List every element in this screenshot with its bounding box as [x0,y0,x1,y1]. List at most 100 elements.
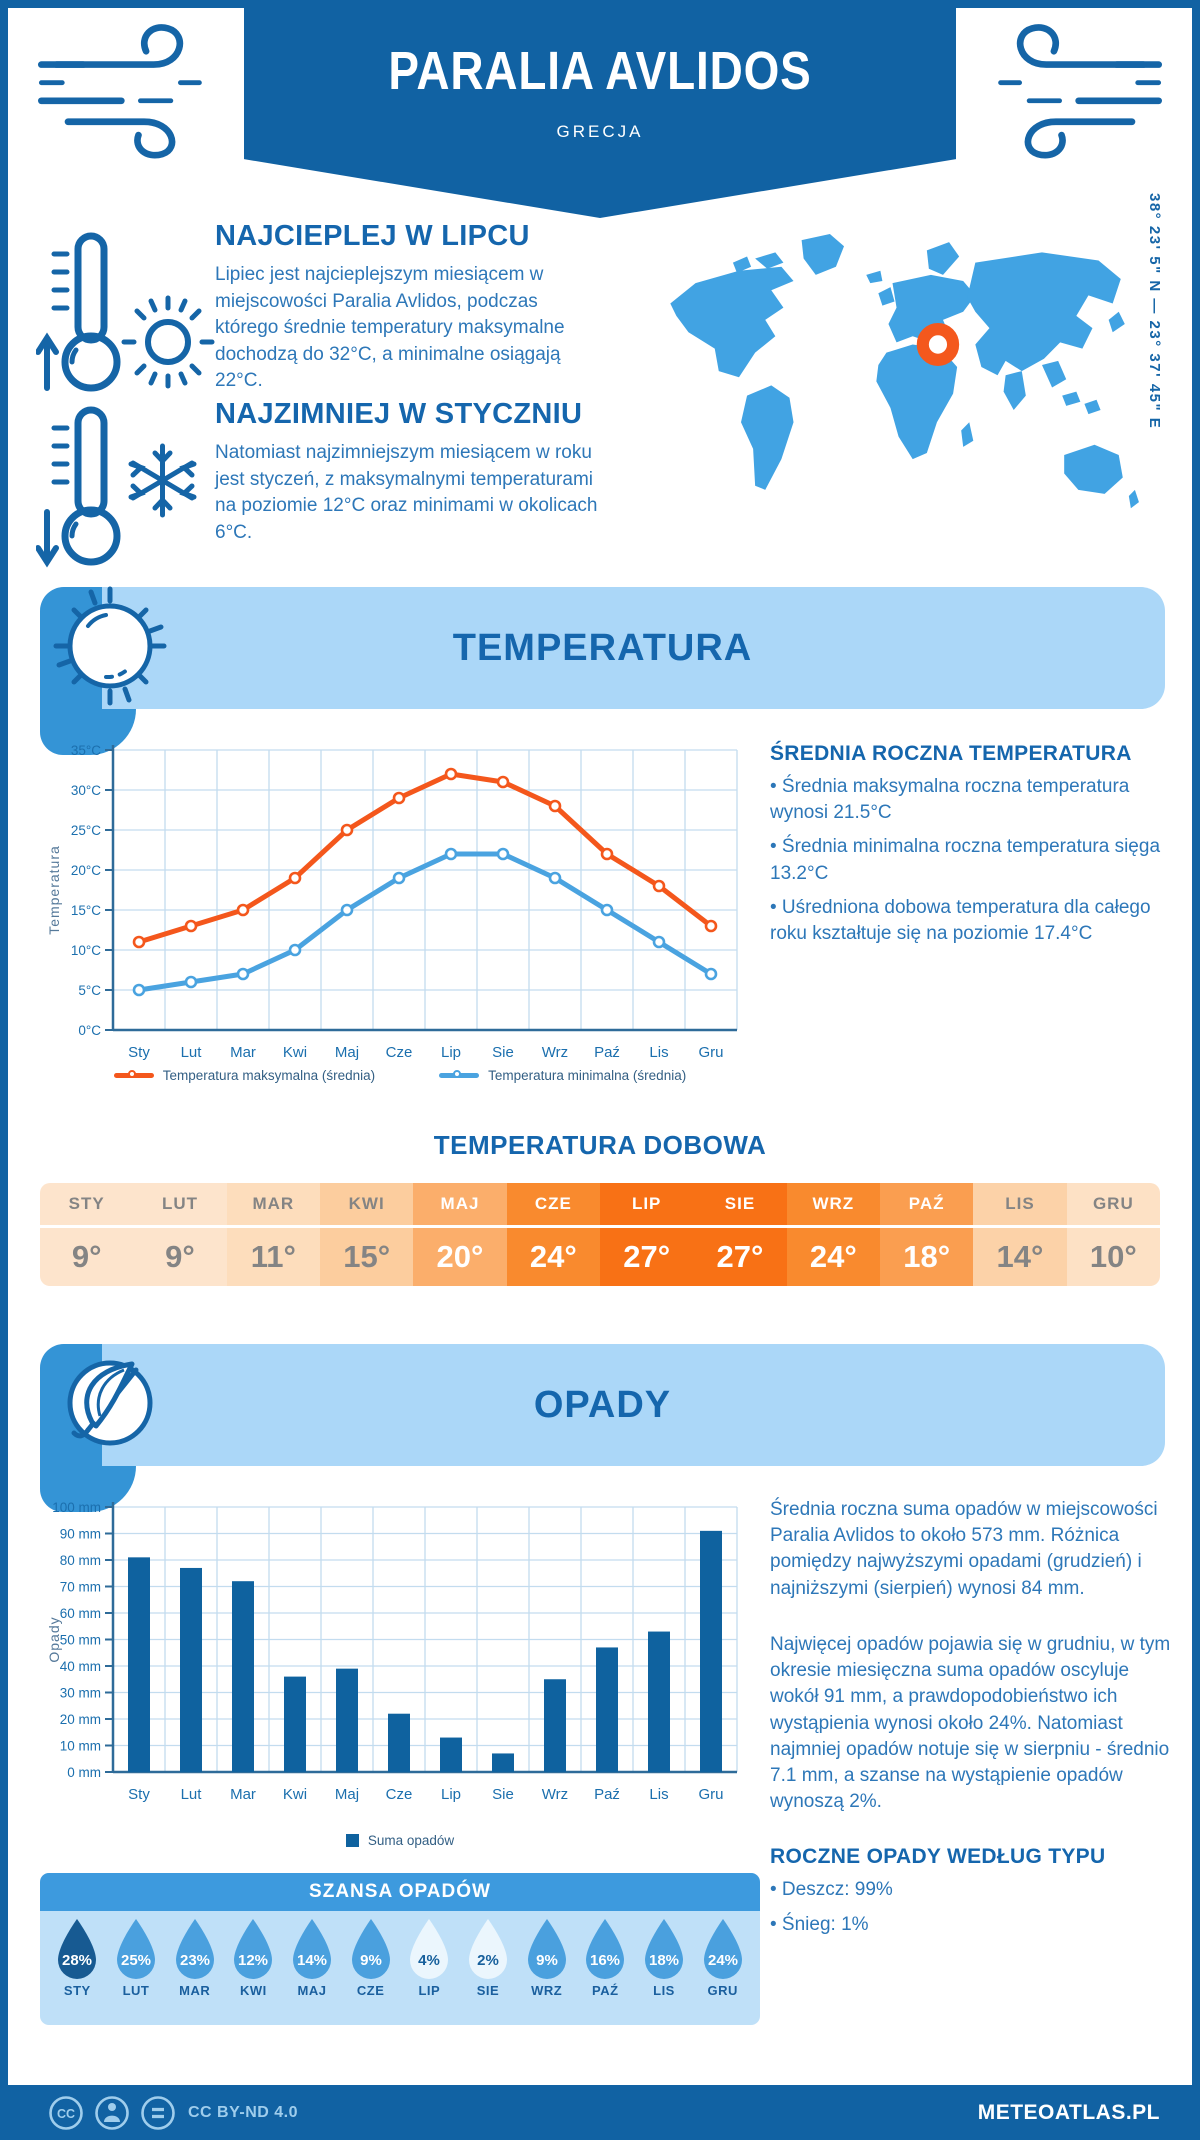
warmest-text: Lipiec jest najcieplejszym miesiącem w m… [215,264,565,392]
temperature-chart-legend: Temperatura maksymalna (średnia) Tempera… [45,1068,755,1083]
x-tick-label: Lis [649,1044,668,1061]
temperature-banner: TEMPERATURA [40,586,1165,755]
legend-label: Suma opadów [367,1833,455,1848]
temperature-bullet: • Średnia minimalna roczna temperatura s… [770,836,1161,884]
temperature-summary-panel: ŚREDNIA ROCZNA TEMPERATURA • Średnia mak… [770,742,1172,947]
raindrop-shape [351,1919,390,1979]
temperature-bullet: • Średnia maksymalna roczna temperatura … [770,776,1130,824]
x-tick-label: Wrz [542,1786,568,1803]
data-point [288,871,302,885]
daily-value-cell: 9° [133,1228,227,1286]
cc-icon: CC [49,2095,83,2130]
daily-month-cell: LIS [973,1183,1067,1225]
y-tick-label: 0°C [78,1023,101,1038]
daily-month-cell: GRU [1066,1183,1160,1225]
thermometer-down-icon [36,406,121,568]
raindrop-icon: 23% [175,1919,214,1979]
thermometer-up-icon [36,232,121,392]
bar [232,1581,254,1772]
daily-month-cell: LUT [133,1183,227,1225]
y-tick-label: 80 mm [60,1553,101,1568]
data-point [444,767,458,781]
x-tick-label: Sie [492,1044,514,1061]
raindrop-icon: 14% [292,1919,331,1979]
daily-month-cell: SIE [693,1183,787,1225]
x-tick-label: Lip [441,1044,461,1061]
line-series [136,771,714,945]
chance-month-label: LIP [418,1983,441,1998]
chance-percent-label: 4% [418,1952,440,1969]
precipitation-summary-panel: Średnia roczna suma opadów w miejscowośc… [770,1497,1172,1938]
y-tick-label: 20°C [71,863,101,878]
data-point [496,775,510,789]
umbrella-icon [67,1360,153,1446]
data-point [236,903,250,917]
header-ribbon: PARALIA AVLIDOS GRECJA [244,0,956,218]
legend-label: Temperatura minimalna (średnia) [488,1068,687,1083]
sun-icon [53,586,167,706]
chance-month-label: STY [63,1983,91,1998]
precipitation-chart: 0 mm 10 mm 20 mm 30 mm 40 mm 50 mm 60 mm 70 mm 8… [45,1493,755,1828]
chance-month-label: MAR [179,1983,211,1998]
legend-label: Temperatura maksymalna (średnia) [162,1068,376,1083]
bar [336,1668,358,1772]
temperature-panel-heading: ŚREDNIA ROCZNA TEMPERATURA [770,742,1132,765]
chance-drop-cell: 4% LIP [400,1917,459,1998]
temperature-chart: 0°C 5°C 10°C 15°C 20°C 25°C 30°C 35°C Sty Lut Mar K… [45,742,755,1069]
raindrop-icon: 2% [468,1919,507,1979]
x-tick-label: Maj [335,1786,359,1803]
x-tick-label: Sty [128,1786,150,1803]
daily-value-cell: 10° [1066,1228,1160,1286]
data-point [496,847,510,861]
y-tick-label: 90 mm [60,1527,101,1542]
daily-table-value-row: 9° 9° 11° 15° 20° 24° 27° 27° 24° 18° 14° 10° [40,1228,1160,1286]
max-line-swatch [113,1070,154,1078]
world-map [670,233,1139,509]
wind-icon [37,24,202,159]
bar [596,1647,618,1772]
raindrop-shape [586,1919,625,1979]
raindrop-icon: 12% [234,1919,273,1979]
x-tick-label: Gru [698,1044,723,1061]
daily-table-header-row: STY LUT MAR KWI MAJ CZE LIP SIE WRZ PAŹ LIS GRU [40,1183,1160,1225]
raindrop-shape [292,1919,331,1979]
location-marker [916,322,960,366]
coldest-heading: NAJZIMNIEJ W STYCZNIU [215,398,583,430]
license-label: CC BY-ND 4.0 [188,2103,299,2121]
raindrop-shape [410,1919,449,1979]
daily-value-cell: 15° [320,1228,414,1286]
daily-temperature-table: STY LUT MAR KWI MAJ CZE LIP SIE WRZ PAŹ LIS GRU 9° 9°… [40,1183,1160,1286]
bar [648,1631,670,1772]
precipitation-chance-drops: 28% STY 25% LUT 23% MAR 12% KWI 14% MAJ 9% CZE 4% LIP… [40,1911,760,1998]
data-point [132,935,146,949]
daily-value-cell: 14° [973,1228,1067,1286]
data-point [600,903,614,917]
daily-month-cell: PAŹ [880,1183,974,1225]
x-tick-label: Lip [441,1786,461,1803]
daily-month-cell: KWI [320,1183,414,1225]
chance-percent-label: 9% [360,1952,382,1969]
daily-value-cell: 27° [600,1228,694,1286]
cc-by-person-icon [95,2095,129,2130]
data-point [600,847,614,861]
data-point [184,975,198,989]
daily-value-cell: 9° [40,1228,134,1286]
snowflake-icon [128,443,197,518]
raindrop-icon: 25% [116,1919,155,1979]
coordinates-label: 38° 23' 5" N — 23° 37' 45" E [1146,193,1163,430]
bar [128,1557,150,1772]
daily-value-cell: 11° [226,1228,320,1286]
cc-license-icons: CC [48,2095,176,2131]
coldest-text: Natomiast najzimniejszym miesiącem w rok… [215,442,598,543]
y-tick-label: 10°C [71,943,101,958]
raindrop-icon: 4% [410,1919,449,1979]
daily-month-cell: MAR [226,1183,320,1225]
precipitation-chart-legend: Suma opadów [45,1833,755,1848]
bar [700,1530,722,1772]
chance-drop-cell: 14% MAJ [283,1917,342,1998]
bar [388,1713,410,1772]
bar [544,1679,566,1772]
y-tick-label: 30 mm [60,1686,101,1701]
x-tick-label: Sie [492,1786,514,1803]
brand-label: METEOATLAS.PL [977,2100,1160,2124]
